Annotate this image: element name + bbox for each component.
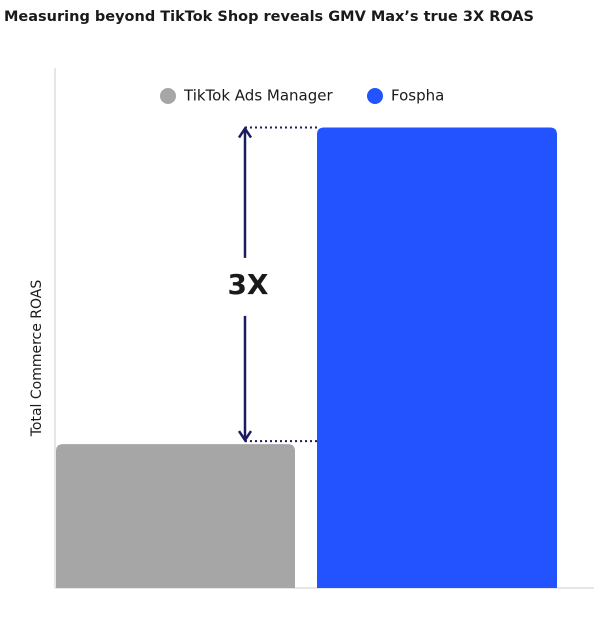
bar [317, 127, 557, 589]
bar [56, 444, 295, 588]
chart-title: Measuring beyond TikTok Shop reveals GMV… [4, 9, 534, 25]
arrow-head [237, 126, 253, 139]
annotation-label: 3X [227, 268, 268, 301]
arrow-head [237, 430, 253, 443]
legend-label: TikTok Ads Manager [183, 87, 333, 105]
legend-swatch [160, 88, 176, 104]
legend-swatch [367, 88, 383, 104]
legend-label: Fospha [391, 87, 444, 105]
y-axis-label: Total Commerce ROAS [29, 280, 45, 438]
